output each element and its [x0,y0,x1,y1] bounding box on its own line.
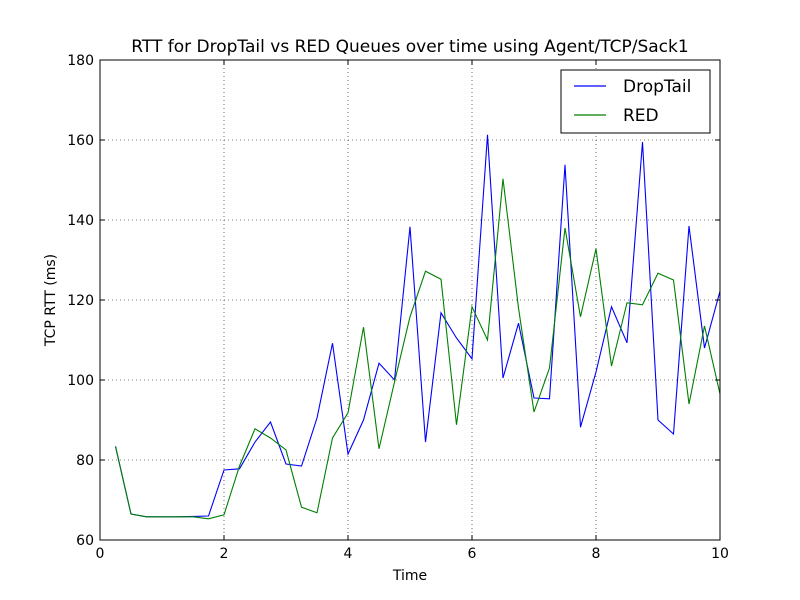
y-tick-label: 120 [67,293,94,309]
legend-label-red: RED [623,106,659,126]
legend: DropTail RED [560,69,711,134]
axis-tick-labels: 0 2 4 6 8 10 60 80 100 120 140 160 180 [67,53,729,562]
series-line-red [114,178,721,520]
x-tick-label: 0 [96,546,105,562]
y-tick-label: 160 [67,133,94,149]
x-tick-label: 6 [468,546,477,562]
y-tick-label: 180 [67,53,94,69]
x-tick-label: 2 [220,546,229,562]
series-line-droptail [114,134,721,518]
y-tick-label: 60 [76,533,94,549]
y-tick-label: 100 [67,373,94,389]
x-tick-label: 10 [711,546,729,562]
axis-ticks [99,59,721,541]
grid [100,60,720,540]
x-axis-title: Time [392,568,427,584]
y-tick-label: 80 [76,453,94,469]
y-tick-label: 140 [67,213,94,229]
x-tick-label: 8 [592,546,601,562]
chart-title: RTT for DropTail vs RED Queues over time… [131,37,688,57]
x-tick-label: 4 [344,546,353,562]
legend-label-droptail: DropTail [623,77,691,97]
series-layer [114,134,721,520]
legend-box [560,69,711,134]
y-axis-title: TCP RTT (ms) [43,254,59,347]
